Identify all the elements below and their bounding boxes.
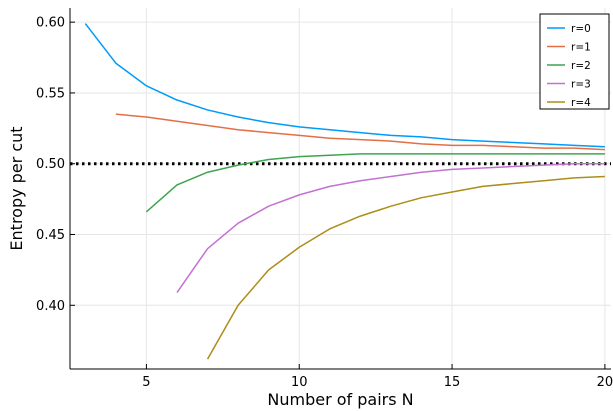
legend: r=0 r=1 r=2 r=3 r=4 — [539, 13, 610, 110]
legend-label: r=1 — [571, 42, 591, 54]
grid — [70, 8, 611, 369]
x-tick-label: 10 — [291, 375, 308, 390]
series-line-r2 — [145, 153, 605, 213]
series-line-r4 — [206, 175, 605, 360]
x-tick-labels: 5 10 15 20 — [142, 375, 613, 390]
legend-label: r=0 — [571, 23, 591, 35]
y-axis-title: Entropy per cut — [7, 126, 26, 250]
series-layer — [84, 23, 605, 360]
x-axis-title: Number of pairs N — [267, 390, 413, 409]
series-line-r0 — [84, 23, 605, 148]
series-line-r3 — [176, 162, 605, 293]
legend-label: r=4 — [571, 97, 591, 109]
legend-label: r=2 — [571, 60, 591, 72]
x-tick-label: 5 — [142, 375, 150, 390]
axes — [69, 8, 611, 370]
x-tick-label: 20 — [597, 375, 613, 390]
y-tick-label: 0.40 — [36, 299, 65, 314]
y-tick-label: 0.50 — [36, 157, 65, 172]
legend-box — [539, 13, 610, 110]
series-line-r1 — [115, 113, 605, 151]
legend-label: r=3 — [571, 79, 591, 91]
x-tick-label: 15 — [444, 375, 461, 390]
y-tick-label: 0.45 — [36, 228, 65, 243]
y-tick-label: 0.55 — [36, 86, 65, 101]
y-tick-label: 0.60 — [36, 16, 65, 31]
y-tick-labels: 0.40 0.45 0.50 0.55 0.60 — [36, 16, 65, 314]
